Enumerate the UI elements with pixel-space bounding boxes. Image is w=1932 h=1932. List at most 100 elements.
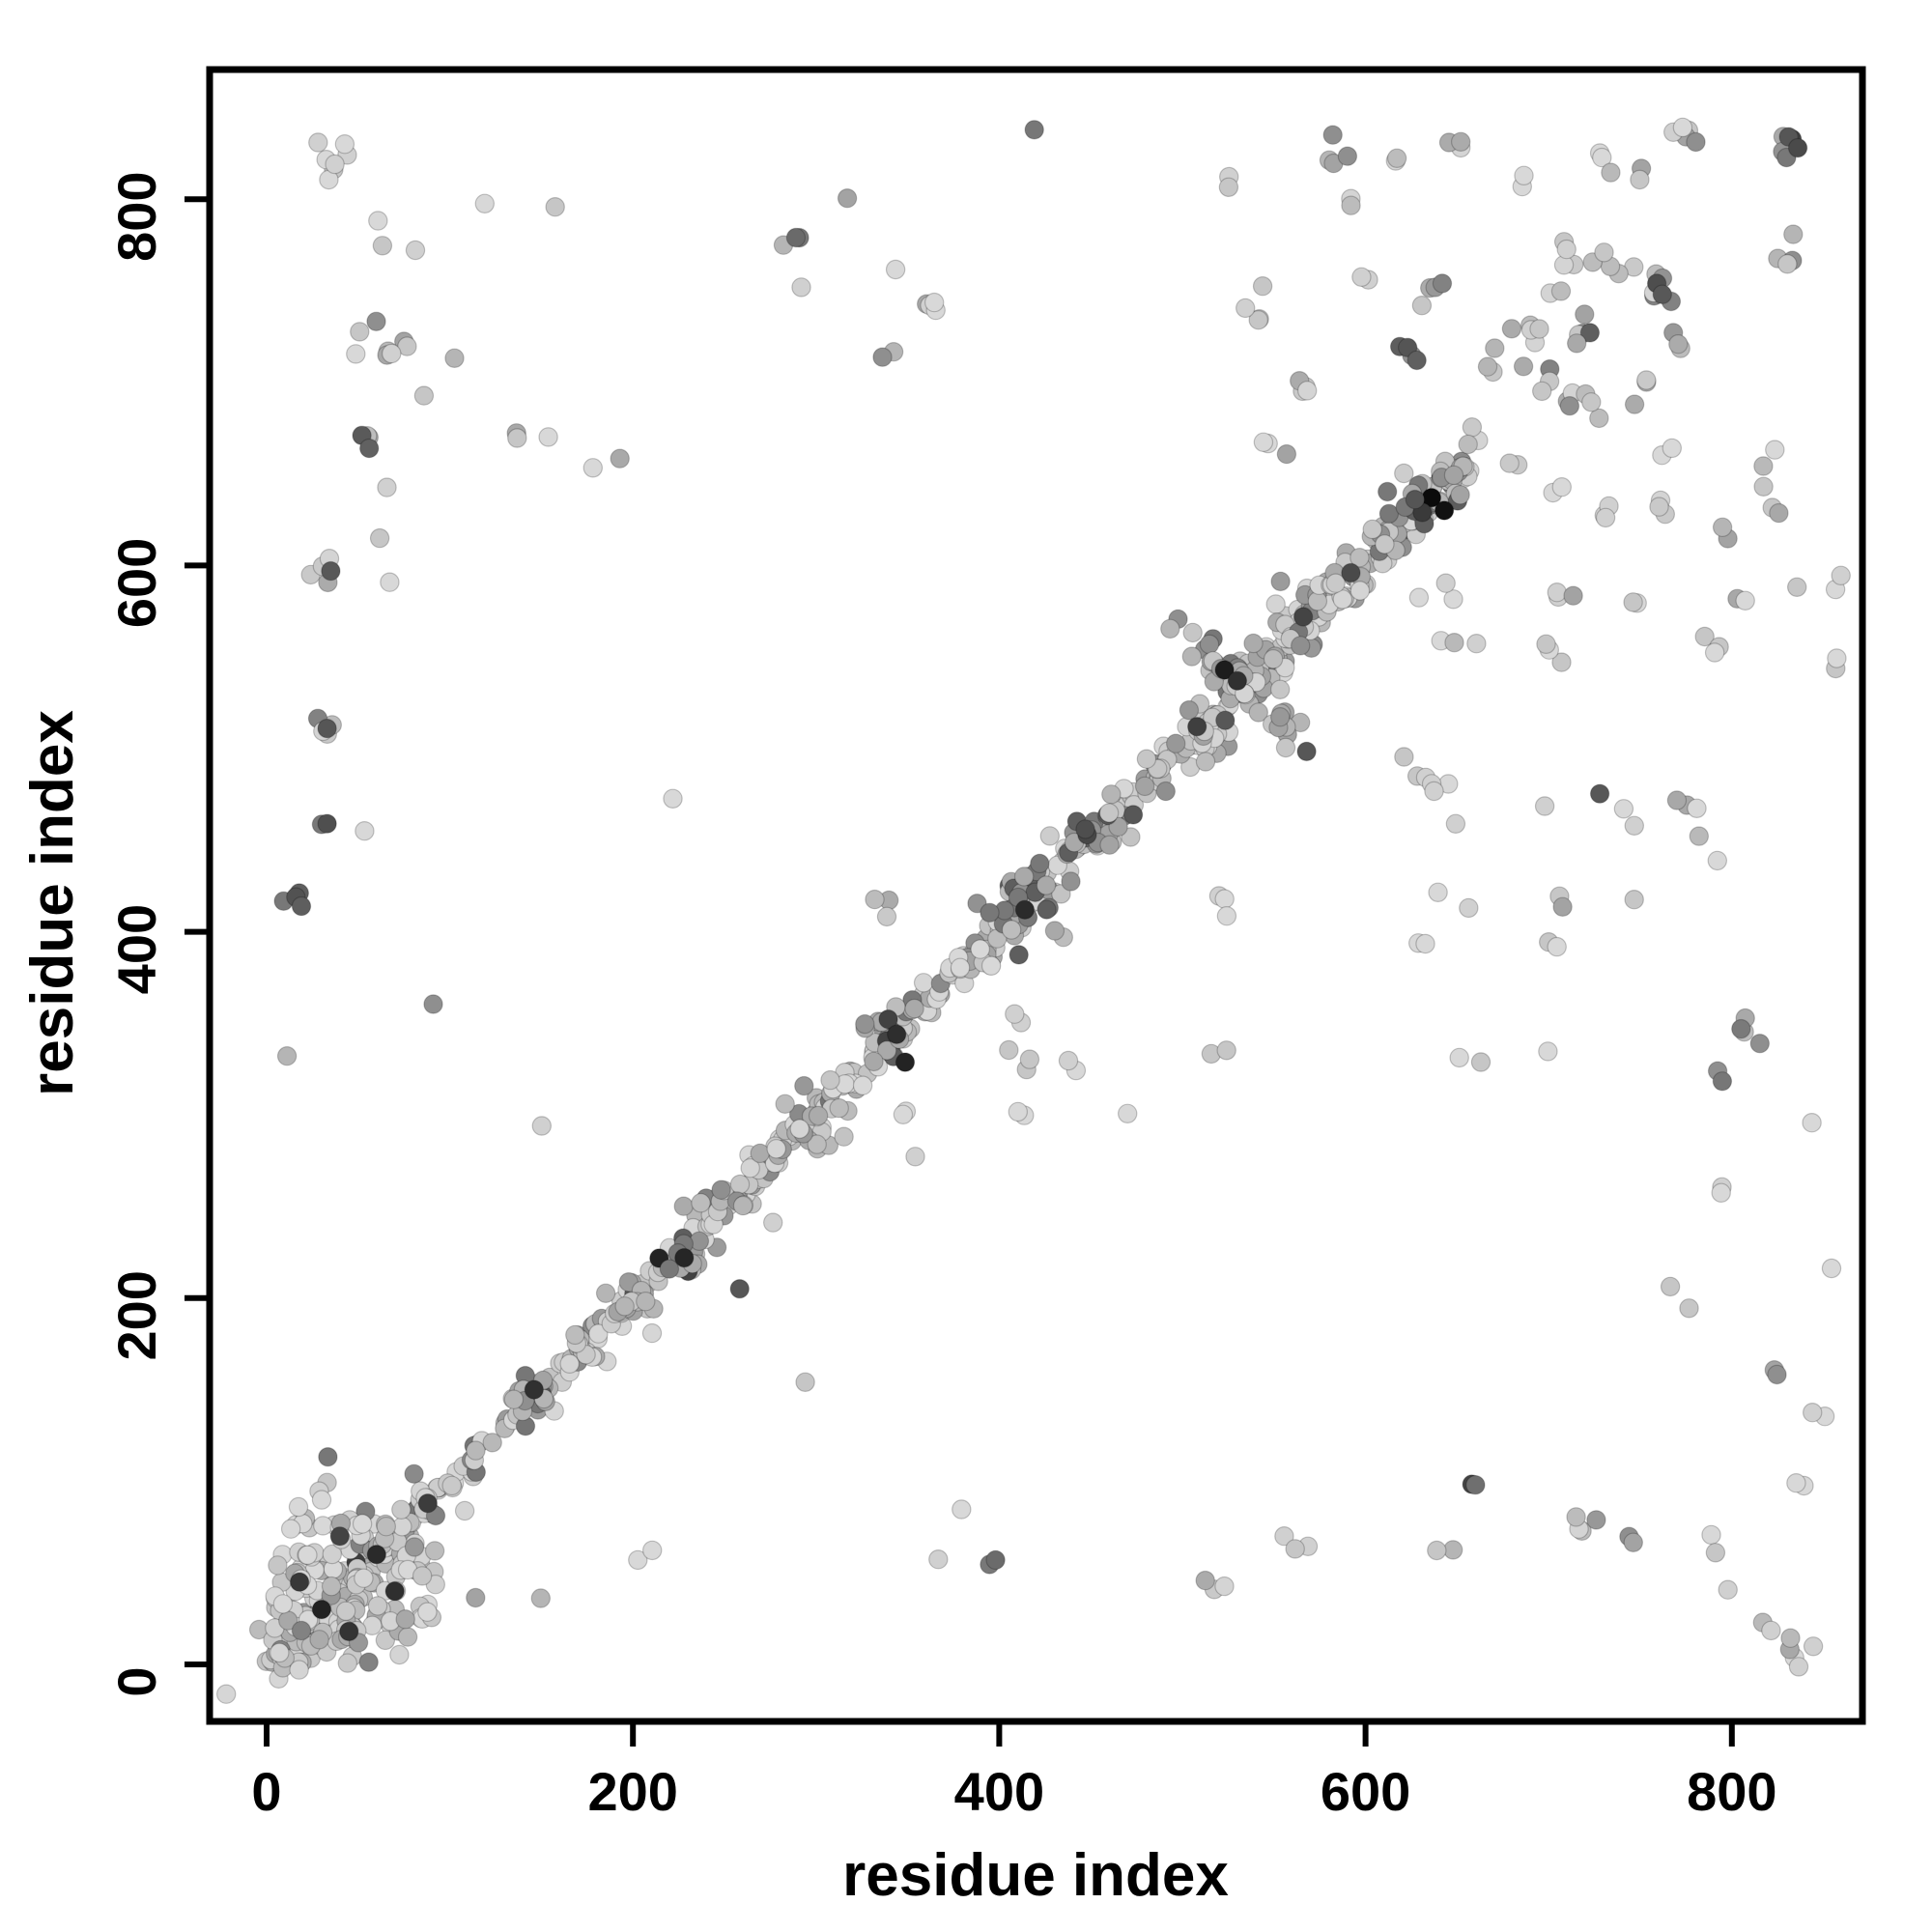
data-point — [1406, 350, 1427, 371]
data-point — [1679, 1298, 1699, 1319]
data-point — [317, 813, 337, 834]
data-point — [1341, 195, 1361, 215]
data-point — [1575, 304, 1595, 325]
data-point — [1405, 489, 1426, 510]
data-point — [663, 788, 683, 810]
data-point — [641, 1322, 663, 1344]
data-point — [1270, 571, 1291, 592]
data-point — [711, 1179, 731, 1200]
data-point — [1707, 850, 1728, 871]
data-point — [1802, 1402, 1823, 1423]
data-point — [1322, 125, 1343, 145]
data-point — [1477, 356, 1498, 377]
data-point — [740, 1157, 760, 1179]
data-point — [329, 1526, 350, 1547]
data-point — [311, 1599, 332, 1620]
data-point — [412, 1566, 433, 1586]
data-point — [530, 1588, 552, 1608]
data-point — [1248, 702, 1269, 723]
data-point — [372, 236, 393, 256]
data-point — [1013, 867, 1035, 887]
tick-label: 200 — [587, 1761, 677, 1822]
data-point — [375, 1630, 396, 1651]
data-point — [311, 1490, 332, 1510]
tick-label: 800 — [1687, 1761, 1776, 1822]
data-point — [1351, 267, 1372, 287]
data-point — [1712, 517, 1733, 538]
data-point — [1786, 577, 1807, 598]
data-point — [413, 385, 435, 406]
data-point — [1831, 565, 1851, 586]
data-point — [1362, 519, 1382, 540]
data-point — [1529, 319, 1549, 339]
data-point — [1165, 733, 1186, 753]
data-point — [904, 998, 924, 1019]
data-point — [466, 1587, 486, 1608]
data-point — [674, 1247, 695, 1268]
data-point — [368, 211, 388, 231]
tick-label: 0 — [106, 1666, 167, 1696]
data-point — [405, 240, 426, 261]
data-point — [789, 1119, 810, 1139]
scatter-points — [215, 117, 1851, 1704]
tick-label: 0 — [251, 1761, 281, 1822]
data-point — [1444, 633, 1464, 653]
data-point — [1624, 394, 1645, 414]
data-point — [1767, 1364, 1787, 1385]
data-point — [1443, 465, 1464, 486]
data-point — [322, 1544, 342, 1565]
data-point — [1802, 1112, 1822, 1133]
data-point — [354, 1568, 374, 1588]
data-point — [1668, 334, 1689, 355]
data-point — [1134, 776, 1155, 797]
data-point — [614, 1296, 635, 1317]
data-point — [852, 1075, 873, 1095]
data-point — [1008, 1101, 1029, 1122]
data-point — [395, 1608, 415, 1630]
data-point — [1594, 242, 1614, 263]
data-point — [766, 1139, 786, 1159]
data-point — [482, 1433, 502, 1453]
data-point — [1551, 477, 1573, 497]
data-point — [317, 718, 337, 739]
data-point — [280, 1519, 301, 1539]
data-point — [1672, 117, 1693, 138]
data-point — [1285, 1539, 1305, 1559]
data-point — [417, 1602, 438, 1622]
data-point — [1592, 147, 1612, 168]
data-point — [1581, 392, 1602, 412]
data-point — [1586, 1510, 1606, 1530]
data-point — [1827, 648, 1847, 668]
data-point — [893, 1104, 914, 1125]
data-point — [466, 1440, 486, 1461]
data-point — [444, 348, 465, 368]
data-point — [1470, 1052, 1492, 1072]
data-point — [1117, 1103, 1138, 1124]
data-point — [1214, 889, 1235, 909]
data-point — [807, 1134, 827, 1154]
data-point — [1296, 741, 1317, 762]
data-point — [382, 343, 402, 364]
data-point — [642, 1540, 663, 1561]
data-point — [1337, 146, 1358, 166]
data-point — [1780, 1628, 1801, 1648]
data-point — [1121, 827, 1141, 847]
data-point — [272, 1594, 294, 1614]
data-point — [1428, 882, 1448, 903]
data-point — [1386, 148, 1407, 168]
data-point — [775, 1094, 795, 1115]
data-point — [659, 1259, 680, 1279]
data-point — [950, 957, 971, 979]
data-point — [610, 448, 630, 469]
data-point — [1749, 1033, 1771, 1054]
data-point — [1243, 633, 1264, 654]
data-point — [1712, 1071, 1733, 1092]
data-point — [1765, 440, 1785, 460]
data-point — [1408, 587, 1430, 608]
data-point — [1786, 1472, 1806, 1493]
data-point — [1687, 798, 1707, 819]
data-point — [1735, 590, 1755, 611]
data-point — [335, 1601, 356, 1622]
data-point — [985, 1549, 1006, 1571]
data-point — [1216, 1040, 1236, 1061]
